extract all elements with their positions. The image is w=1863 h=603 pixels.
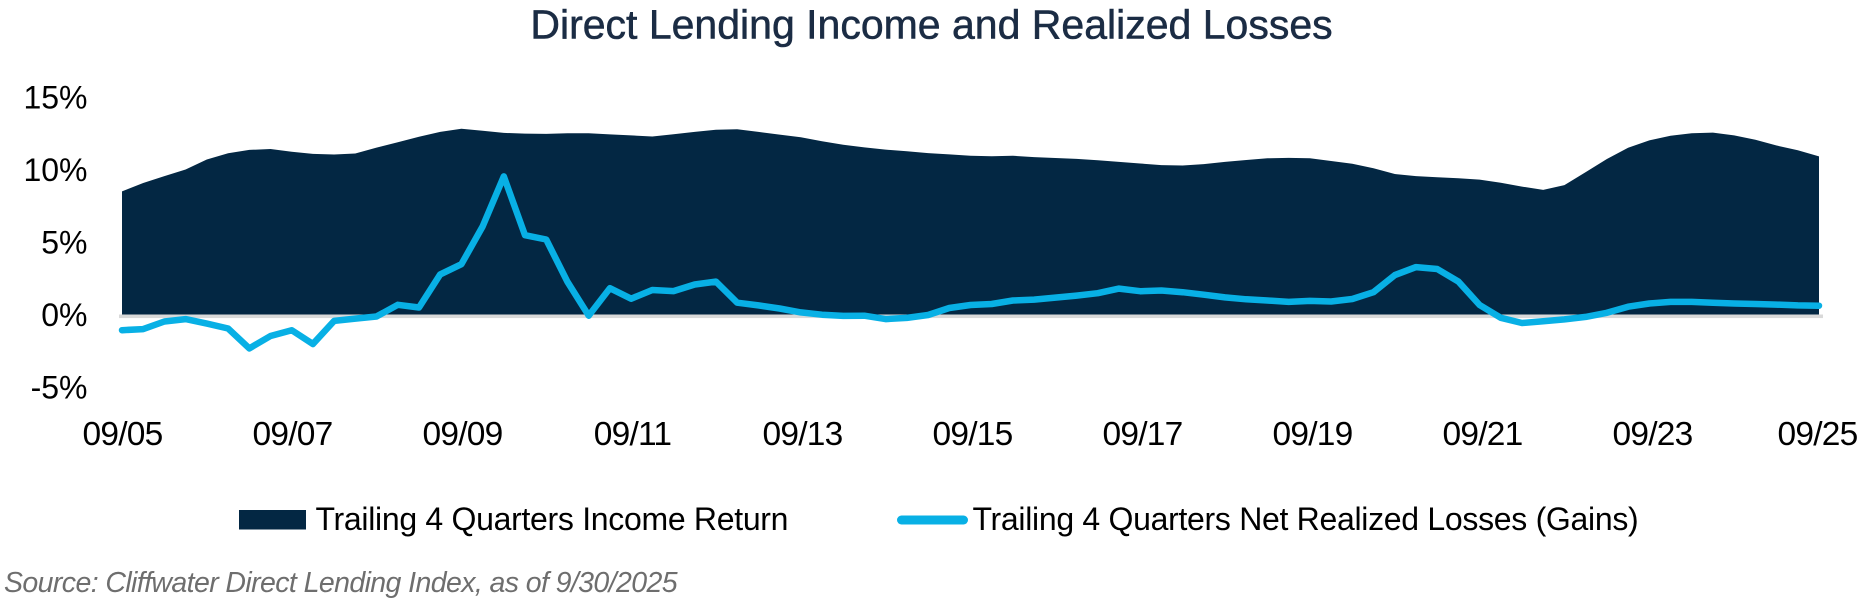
svg-text:15%: 15% [23,80,87,116]
svg-text:Trailing 4 Quarters Net Realiz: Trailing 4 Quarters Net Realized Losses … [973,501,1639,537]
svg-text:5%: 5% [41,225,87,261]
svg-text:09/23: 09/23 [1612,416,1692,453]
svg-text:0%: 0% [41,297,87,333]
svg-text:09/17: 09/17 [1102,416,1182,453]
svg-text:09/07: 09/07 [252,416,332,453]
svg-text:09/15: 09/15 [932,416,1012,453]
svg-text:10%: 10% [23,152,87,188]
svg-text:09/21: 09/21 [1442,416,1522,453]
svg-text:Source: Cliffwater Direct Lend: Source: Cliffwater Direct Lending Index,… [4,567,678,599]
svg-text:09/05: 09/05 [82,416,162,453]
svg-text:09/13: 09/13 [762,416,842,453]
svg-text:09/25: 09/25 [1777,416,1857,453]
svg-text:Trailing 4 Quarters Income Ret: Trailing 4 Quarters Income Return [316,501,789,537]
svg-text:-5%: -5% [31,370,88,406]
svg-text:Direct Lending Income and Real: Direct Lending Income and Realized Losse… [530,2,1332,48]
svg-text:09/11: 09/11 [594,416,672,453]
svg-text:09/09: 09/09 [422,416,502,453]
svg-text:09/19: 09/19 [1272,416,1352,453]
